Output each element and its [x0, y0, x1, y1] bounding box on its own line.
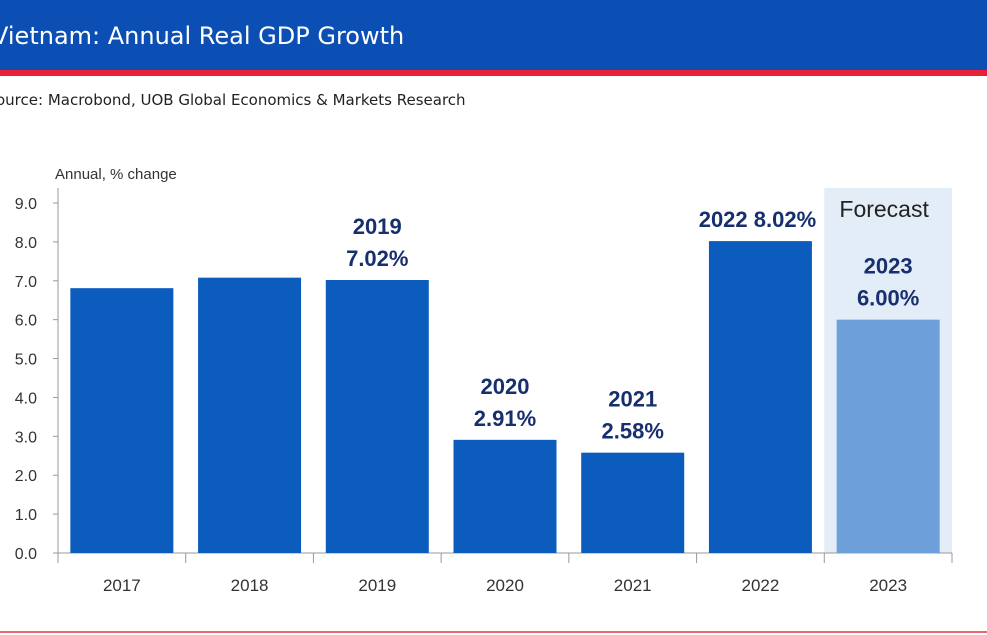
y-tick-label: 7.0: [15, 274, 37, 291]
data-label: 2022 8.02%: [699, 207, 816, 232]
bar-2020: [453, 439, 557, 553]
footer-divider: [0, 631, 987, 633]
x-tick-label: 2022: [742, 576, 780, 595]
bar-2018: [198, 277, 302, 553]
forecast-label: Forecast: [839, 196, 929, 222]
gdp-bar-chart: Annual, % change 0.0 1.0 2.0 3.0 4.0 5.0 6.0 7.0…: [15, 166, 953, 595]
x-tick-label: 2021: [614, 576, 652, 595]
x-tick-label: 2019: [358, 576, 396, 595]
x-tick-label: 2017: [103, 576, 141, 595]
y-tick-label: 5.0: [15, 352, 37, 369]
y-tick-label: 0.0: [15, 546, 37, 563]
y-tick-label: 8.0: [15, 235, 37, 252]
data-label: 6.00%: [857, 286, 919, 311]
header-divider: [0, 70, 987, 76]
y-tick-label: 9.0: [15, 196, 37, 213]
bar-2021: [581, 452, 685, 553]
y-tick-label: 4.0: [15, 390, 37, 407]
data-label: 2020: [481, 374, 530, 399]
data-label: 2019: [353, 214, 402, 239]
source-note: ource: Macrobond, UOB Global Economics &…: [0, 91, 466, 109]
y-tick-label: 1.0: [15, 507, 37, 524]
bar-2019: [325, 280, 429, 553]
x-tick-label: 2023: [869, 576, 907, 595]
x-tick-label: 2018: [231, 576, 269, 595]
data-label: 2021: [608, 387, 657, 412]
page-title: Vietnam: Annual Real GDP Growth: [0, 22, 405, 50]
y-tick-label: 2.0: [15, 468, 37, 485]
data-label: 7.02%: [346, 246, 408, 271]
y-tick-label: 3.0: [15, 429, 37, 446]
data-label: 2.58%: [602, 419, 664, 444]
data-label: 2023: [864, 254, 913, 279]
y-tick-label: 6.0: [15, 313, 37, 330]
bar-2017: [70, 288, 174, 553]
bar-2022: [708, 241, 812, 553]
y-axis-label: Annual, % change: [55, 166, 177, 183]
bar-2023: [836, 319, 940, 553]
data-label: 2.91%: [474, 406, 536, 431]
header-bar: Vietnam: Annual Real GDP Growth: [0, 0, 987, 70]
x-tick-label: 2020: [486, 576, 524, 595]
